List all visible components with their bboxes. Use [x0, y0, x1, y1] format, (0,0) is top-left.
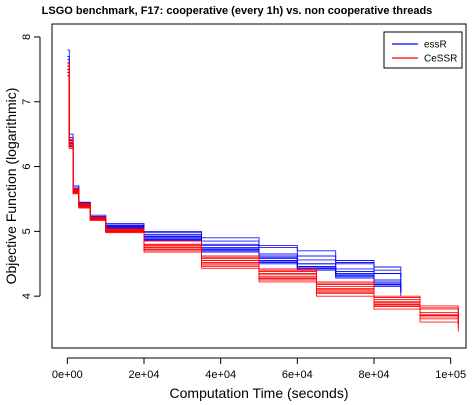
y-axis: 4 5 6 7 8 [21, 34, 41, 299]
x-tick-label: 8e+04 [359, 369, 390, 381]
y-tick-label: 8 [21, 34, 33, 40]
series-line-essr [67, 72, 402, 293]
legend: essR CeSSR [383, 31, 463, 69]
series-line-essr [67, 49, 402, 271]
x-tick-label: 0e+00 [52, 369, 83, 381]
legend-label-cessr: CeSSR [424, 54, 457, 65]
x-tick-label: 6e+04 [282, 369, 313, 381]
x-axis: 0e+00 2e+04 4e+04 6e+04 8e+04 1e+05 [52, 357, 466, 381]
x-tick-label: 4e+04 [205, 369, 236, 381]
y-tick-label: 7 [21, 99, 33, 105]
series-line-cessr [67, 68, 459, 332]
legend-label-essr: essR [424, 40, 447, 51]
plot-area [51, 23, 467, 349]
y-tick-label: 5 [21, 228, 33, 234]
series-line-cessr [67, 65, 459, 319]
series-line-cessr [67, 75, 459, 329]
series-line-essr [67, 62, 402, 297]
series-layer [67, 49, 459, 332]
x-tick-label: 2e+04 [129, 369, 160, 381]
y-tick-label: 6 [21, 163, 33, 169]
series-line-essr [67, 55, 402, 289]
y-tick-label: 4 [21, 293, 33, 299]
series-line-essr [67, 59, 402, 290]
x-axis-title: Computation Time (seconds) [170, 385, 349, 401]
series-line-cessr [67, 72, 459, 324]
y-axis-title: Objective Function (logarithmic) [3, 88, 19, 285]
legend-box [383, 31, 463, 69]
chart-title: LSGO benchmark, F17: cooperative (every … [42, 5, 433, 17]
plot-frame [51, 23, 467, 349]
series-line-cessr [67, 72, 459, 325]
x-tick-label: 1e+05 [435, 369, 466, 381]
